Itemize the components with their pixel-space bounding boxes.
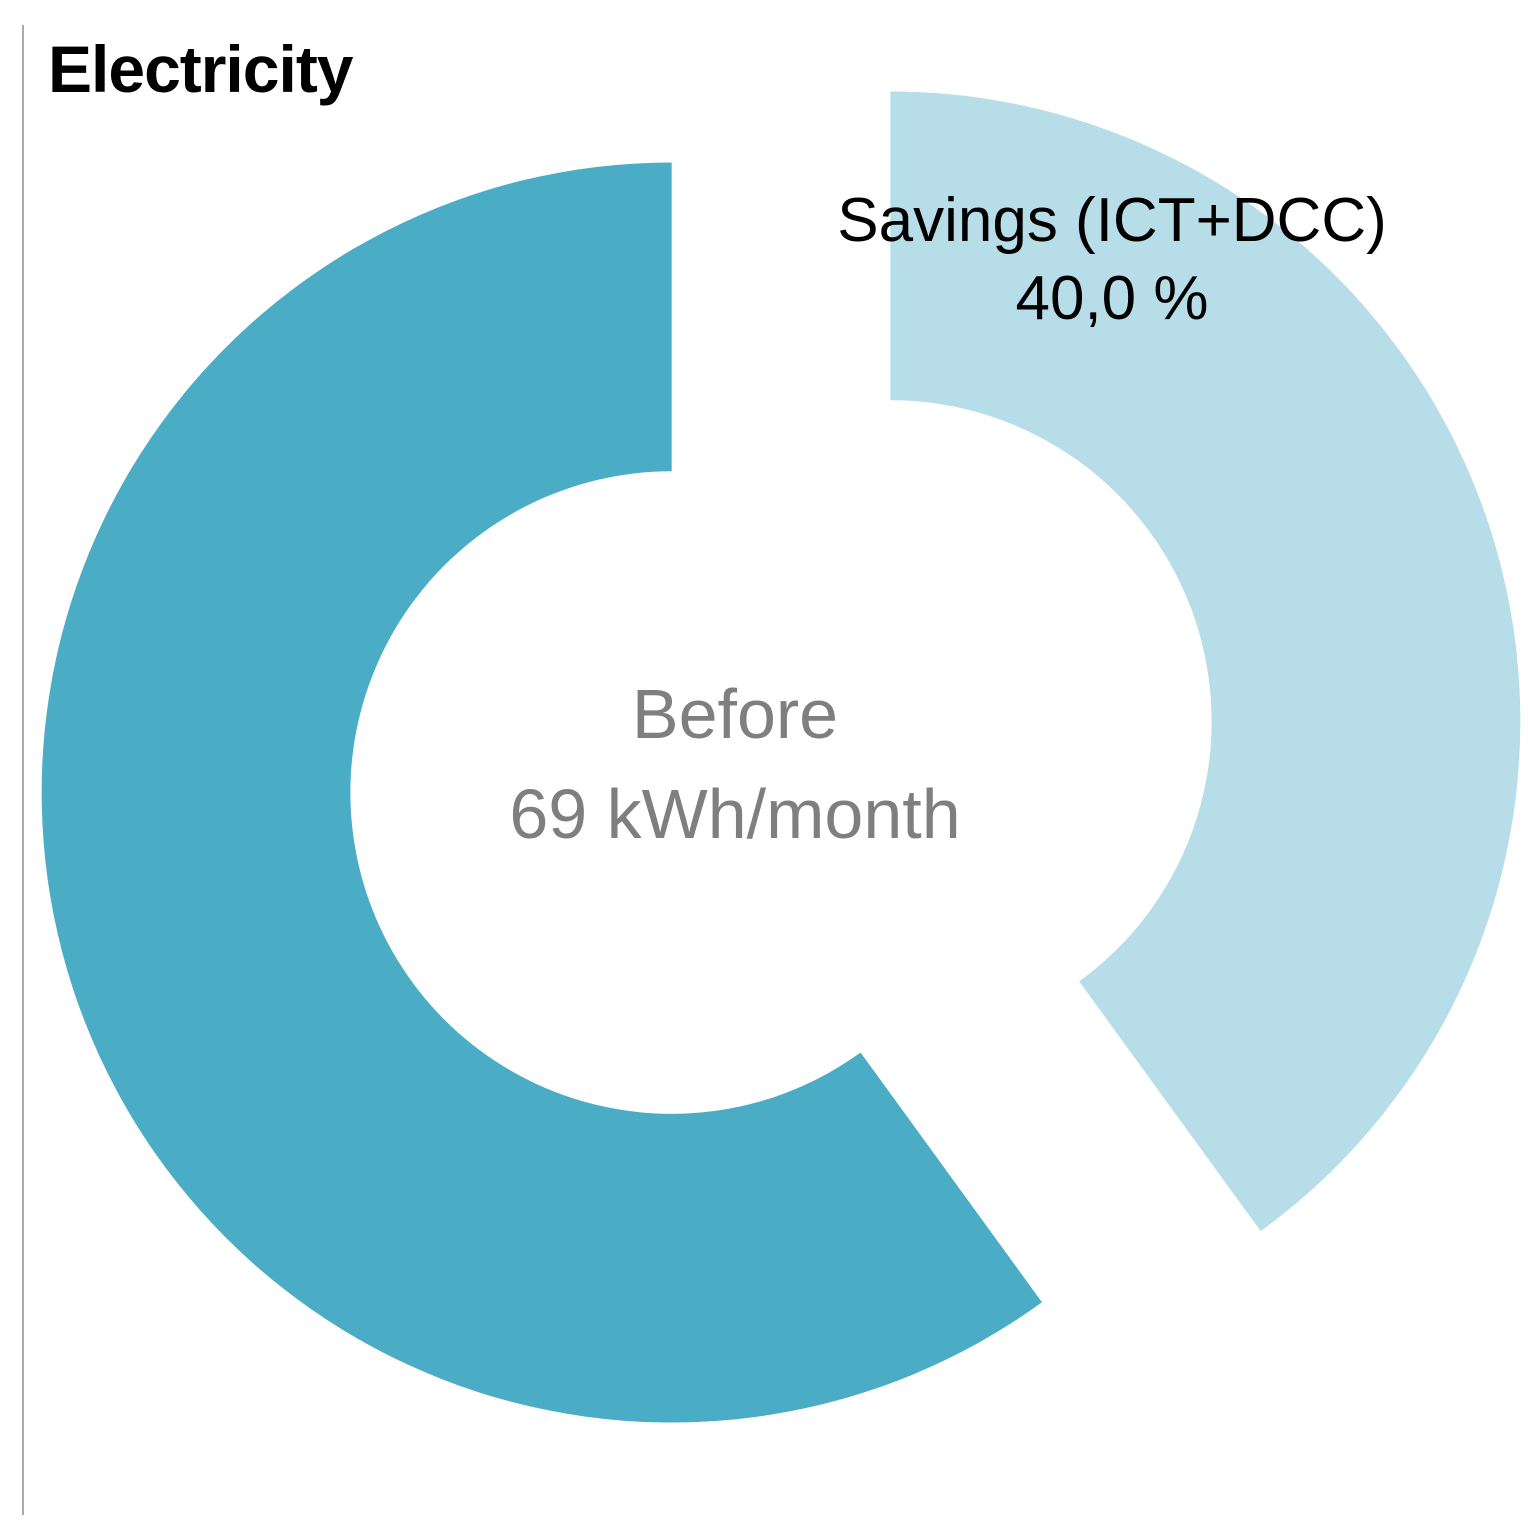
donut-center-label-name: Before — [631, 675, 839, 753]
donut-center-label-value: 69 kWh/month — [509, 775, 961, 853]
slice-callout-label-value: 40,0 % — [1015, 264, 1209, 333]
slice-callout-label: Savings (ICT+DCC) 40,0 % — [812, 182, 1412, 338]
chart-title: Electricity — [48, 32, 353, 106]
slide-edge-line — [22, 25, 24, 1515]
slice-callout-label-name: Savings (ICT+DCC) — [837, 186, 1387, 255]
donut-slice-savings-ict-dcc — [890, 91, 1521, 1232]
donut-slice-before — [41, 162, 1042, 1423]
donut-center-label: Before 69 kWh/month — [385, 664, 1085, 864]
